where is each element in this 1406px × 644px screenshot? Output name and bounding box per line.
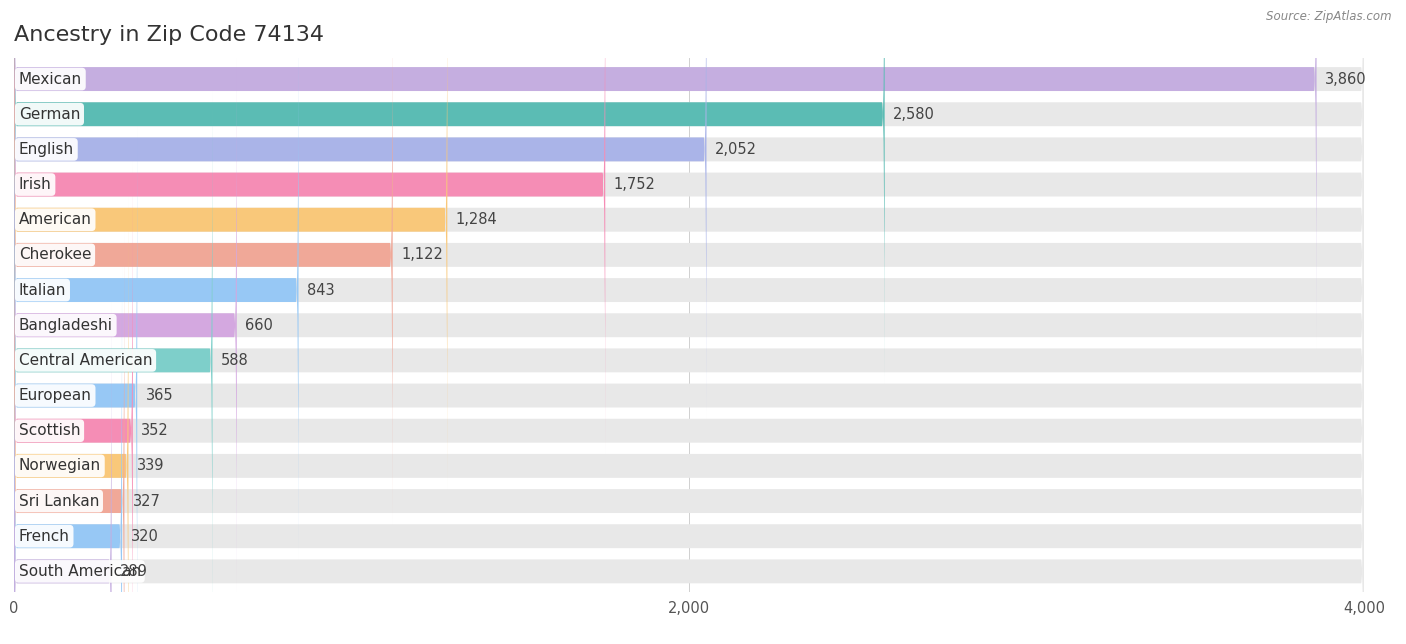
FancyBboxPatch shape: [14, 0, 392, 524]
Text: Bangladeshi: Bangladeshi: [18, 317, 112, 333]
Text: French: French: [18, 529, 70, 544]
Text: 1,284: 1,284: [456, 213, 498, 227]
Text: Scottish: Scottish: [18, 423, 80, 438]
FancyBboxPatch shape: [14, 232, 1364, 644]
Text: Central American: Central American: [18, 353, 152, 368]
FancyBboxPatch shape: [14, 0, 1364, 419]
FancyBboxPatch shape: [14, 162, 1364, 644]
Text: Italian: Italian: [18, 283, 66, 298]
Text: 588: 588: [221, 353, 249, 368]
Text: American: American: [18, 213, 91, 227]
FancyBboxPatch shape: [14, 56, 236, 594]
Text: Norwegian: Norwegian: [18, 459, 101, 473]
FancyBboxPatch shape: [14, 196, 128, 644]
Text: 1,752: 1,752: [613, 177, 655, 192]
Text: 2,052: 2,052: [714, 142, 756, 157]
Text: Source: ZipAtlas.com: Source: ZipAtlas.com: [1267, 10, 1392, 23]
FancyBboxPatch shape: [14, 302, 1364, 644]
FancyBboxPatch shape: [14, 0, 884, 384]
Text: 339: 339: [136, 459, 165, 473]
Text: 843: 843: [307, 283, 335, 298]
Text: Cherokee: Cherokee: [18, 247, 91, 262]
FancyBboxPatch shape: [14, 232, 124, 644]
FancyBboxPatch shape: [14, 0, 1364, 524]
FancyBboxPatch shape: [14, 196, 1364, 644]
Text: European: European: [18, 388, 91, 403]
Text: 660: 660: [245, 317, 273, 333]
FancyBboxPatch shape: [14, 302, 111, 644]
FancyBboxPatch shape: [14, 91, 1364, 630]
FancyBboxPatch shape: [14, 0, 1364, 454]
FancyBboxPatch shape: [14, 21, 298, 560]
Text: 2,580: 2,580: [893, 107, 935, 122]
Text: Mexican: Mexican: [18, 71, 82, 86]
Text: German: German: [18, 107, 80, 122]
FancyBboxPatch shape: [14, 21, 1364, 560]
Text: 3,860: 3,860: [1324, 71, 1367, 86]
Text: 365: 365: [146, 388, 173, 403]
Text: 1,122: 1,122: [401, 247, 443, 262]
FancyBboxPatch shape: [14, 126, 138, 644]
Text: English: English: [18, 142, 75, 157]
Text: 320: 320: [131, 529, 159, 544]
Text: Sri Lankan: Sri Lankan: [18, 493, 100, 509]
FancyBboxPatch shape: [14, 267, 122, 644]
Text: 352: 352: [141, 423, 169, 438]
FancyBboxPatch shape: [14, 56, 1364, 594]
FancyBboxPatch shape: [14, 0, 1316, 348]
FancyBboxPatch shape: [14, 0, 447, 489]
Text: Ancestry in Zip Code 74134: Ancestry in Zip Code 74134: [14, 25, 323, 45]
FancyBboxPatch shape: [14, 0, 1364, 348]
FancyBboxPatch shape: [14, 0, 605, 454]
Text: 289: 289: [120, 564, 148, 579]
FancyBboxPatch shape: [14, 91, 212, 630]
FancyBboxPatch shape: [14, 0, 1364, 489]
FancyBboxPatch shape: [14, 126, 1364, 644]
Text: 327: 327: [132, 493, 160, 509]
FancyBboxPatch shape: [14, 162, 132, 644]
Text: Irish: Irish: [18, 177, 52, 192]
FancyBboxPatch shape: [14, 0, 1364, 384]
FancyBboxPatch shape: [14, 0, 706, 419]
FancyBboxPatch shape: [14, 267, 1364, 644]
Text: South American: South American: [18, 564, 141, 579]
